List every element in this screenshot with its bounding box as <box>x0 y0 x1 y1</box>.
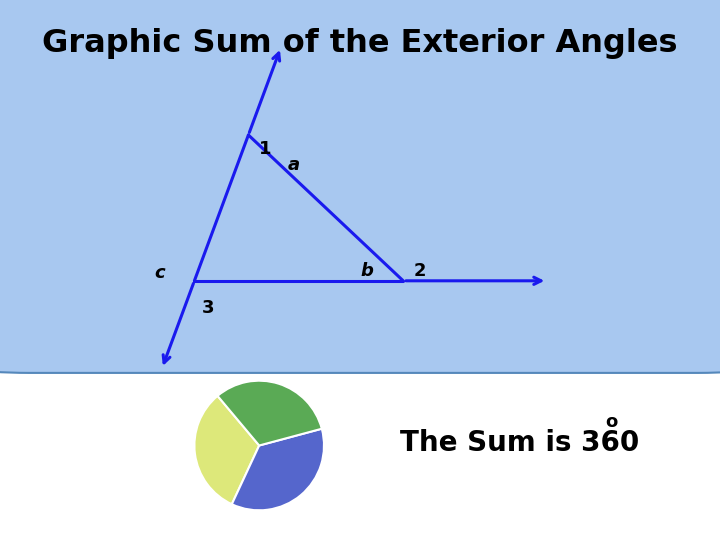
Wedge shape <box>194 396 259 504</box>
Wedge shape <box>143 229 246 329</box>
Text: 1: 1 <box>259 140 271 158</box>
Text: Graphic Sum of the Exterior Angles: Graphic Sum of the Exterior Angles <box>42 28 678 59</box>
Wedge shape <box>217 381 322 446</box>
Wedge shape <box>366 229 455 281</box>
Wedge shape <box>248 86 300 171</box>
Text: b: b <box>360 262 373 280</box>
Text: o: o <box>605 413 617 431</box>
Text: The Sum is 360: The Sum is 360 <box>400 429 639 457</box>
Text: 3: 3 <box>202 299 214 317</box>
Text: a: a <box>288 156 300 174</box>
Text: c: c <box>155 264 166 282</box>
Text: 2: 2 <box>414 262 426 280</box>
FancyBboxPatch shape <box>0 0 720 373</box>
Wedge shape <box>232 429 324 510</box>
